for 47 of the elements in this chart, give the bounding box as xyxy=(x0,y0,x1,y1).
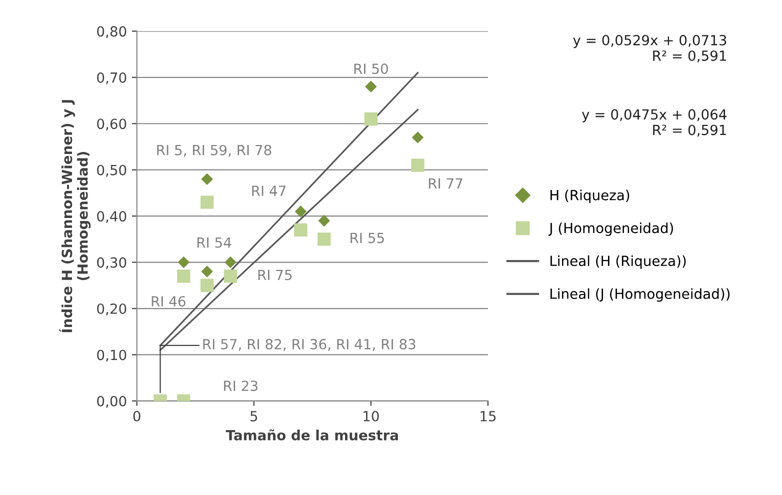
annotation: RI 46 xyxy=(152,296,186,307)
point xyxy=(294,206,307,218)
annotation: RI 5, RI 59, RI 78 xyxy=(157,144,272,157)
annotation: RI 77 xyxy=(428,178,462,188)
point xyxy=(224,256,236,268)
x-tick-label: 5 xyxy=(250,411,258,422)
legend-label: Lineal (J (Homogeneidad)) xyxy=(550,288,730,302)
point xyxy=(224,270,238,283)
legend-label: H (Riqueza) xyxy=(550,190,630,204)
point xyxy=(364,112,378,126)
point xyxy=(294,223,308,237)
annotation: RI 75 xyxy=(258,270,292,280)
annotation: RI 23 xyxy=(224,380,258,392)
point xyxy=(201,173,213,185)
point xyxy=(201,266,213,278)
y-tick-label: 0,80 xyxy=(97,26,126,38)
annotation: RI 57, RI 82, RI 36, RI 41, RI 83 xyxy=(203,338,416,351)
y-tick-label: 0,50 xyxy=(97,164,126,177)
point xyxy=(178,256,190,268)
point xyxy=(318,232,331,246)
point xyxy=(177,270,190,283)
point xyxy=(200,196,214,209)
x-tick-label: 0 xyxy=(133,410,140,422)
y-tick-label: 0,10 xyxy=(97,350,126,362)
annotation: RI 50 xyxy=(354,64,388,74)
point xyxy=(412,132,424,144)
y-tick-label: 0,20 xyxy=(97,303,126,316)
y-tick-label: 0,30 xyxy=(97,257,126,270)
annotation: RI 54 xyxy=(197,237,232,248)
text: y = 0,0475x + 0,064 R² = 0,591 xyxy=(582,109,726,137)
point xyxy=(365,80,377,93)
y-tick-label: 0,00 xyxy=(97,396,126,408)
y-axis-title: Índice H (Shannon-Wiener) y J (Homogeneidad) xyxy=(59,100,91,332)
y-tick-label: 0,40 xyxy=(97,211,126,223)
annotation: RI 47 xyxy=(252,186,286,196)
text: y = 0,0529x + 0,0713 R² = 0,591 xyxy=(573,34,726,62)
legend-label: Lineal (H (Riqueza)) xyxy=(550,255,686,269)
annotation: RI 55 xyxy=(350,232,384,244)
point xyxy=(200,278,214,292)
y-tick-label: 0,70 xyxy=(97,72,126,84)
point xyxy=(411,158,424,172)
x-tick-label: 15 xyxy=(480,411,496,422)
point xyxy=(318,214,330,227)
x-axis-title: Tamaño de la muestra xyxy=(226,429,398,440)
legend-label: J (Homogeneidad) xyxy=(548,222,673,236)
y-tick-label: 0,60 xyxy=(97,118,126,131)
x-tick-label: 10 xyxy=(364,410,379,422)
